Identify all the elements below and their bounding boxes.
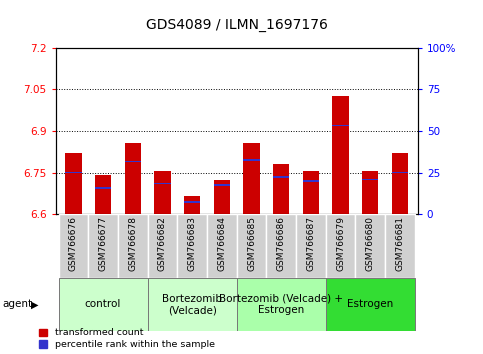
Bar — [392, 172, 408, 173]
Bar — [65, 172, 82, 173]
Bar — [58, 214, 88, 278]
Text: agent: agent — [2, 299, 32, 309]
Text: ▶: ▶ — [31, 299, 39, 309]
Bar — [184, 196, 200, 214]
Bar — [392, 153, 408, 214]
Bar — [355, 214, 385, 278]
Legend: transformed count, percentile rank within the sample: transformed count, percentile rank withi… — [39, 329, 214, 349]
Bar — [362, 179, 379, 180]
Text: GSM766676: GSM766676 — [69, 216, 78, 271]
Bar — [296, 214, 326, 278]
Bar — [125, 143, 141, 214]
Text: GSM766687: GSM766687 — [306, 216, 315, 271]
Bar — [154, 183, 170, 184]
Bar — [362, 171, 379, 214]
Bar — [273, 164, 289, 214]
Bar — [303, 171, 319, 214]
Bar — [243, 143, 260, 214]
Bar — [154, 171, 170, 214]
Bar — [332, 96, 349, 214]
Bar — [237, 214, 266, 278]
Bar — [58, 278, 148, 331]
Text: GSM766686: GSM766686 — [277, 216, 286, 271]
Bar — [95, 175, 111, 214]
Bar — [125, 161, 141, 162]
Text: GSM766677: GSM766677 — [99, 216, 108, 271]
Bar — [148, 278, 237, 331]
Bar — [273, 176, 289, 178]
Bar — [207, 214, 237, 278]
Bar — [213, 184, 230, 186]
Text: Bortezomib (Velcade) +
Estrogen: Bortezomib (Velcade) + Estrogen — [219, 293, 343, 315]
Bar — [266, 214, 296, 278]
Bar — [88, 214, 118, 278]
Bar — [118, 214, 148, 278]
Text: control: control — [85, 299, 121, 309]
Text: GSM766679: GSM766679 — [336, 216, 345, 271]
Bar — [148, 214, 177, 278]
Bar — [385, 214, 415, 278]
Bar — [177, 214, 207, 278]
Bar — [332, 125, 349, 126]
Text: GSM766684: GSM766684 — [217, 216, 227, 271]
Text: GSM766682: GSM766682 — [158, 216, 167, 271]
Bar — [237, 278, 326, 331]
Bar — [326, 278, 415, 331]
Bar — [213, 179, 230, 214]
Bar — [95, 187, 111, 189]
Text: GSM766681: GSM766681 — [396, 216, 404, 271]
Bar — [303, 180, 319, 182]
Text: Estrogen: Estrogen — [347, 299, 394, 309]
Text: GSM766680: GSM766680 — [366, 216, 375, 271]
Text: GDS4089 / ILMN_1697176: GDS4089 / ILMN_1697176 — [146, 18, 327, 32]
Bar — [184, 201, 200, 202]
Bar — [65, 153, 82, 214]
Text: GSM766678: GSM766678 — [128, 216, 137, 271]
Text: GSM766683: GSM766683 — [187, 216, 197, 271]
Bar — [326, 214, 355, 278]
Bar — [243, 159, 260, 161]
Text: GSM766685: GSM766685 — [247, 216, 256, 271]
Text: Bortezomib
(Velcade): Bortezomib (Velcade) — [162, 293, 222, 315]
